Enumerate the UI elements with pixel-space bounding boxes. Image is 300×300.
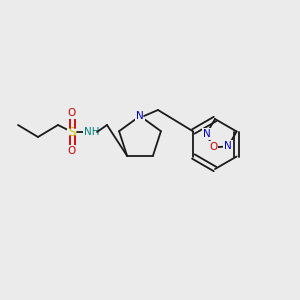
Text: N: N [136, 111, 144, 121]
Text: NH: NH [84, 127, 100, 137]
Text: N: N [224, 141, 232, 151]
Text: O: O [68, 146, 76, 156]
Text: O: O [209, 142, 217, 152]
Text: S: S [68, 125, 76, 139]
Text: N: N [202, 129, 210, 139]
Text: O: O [68, 108, 76, 118]
